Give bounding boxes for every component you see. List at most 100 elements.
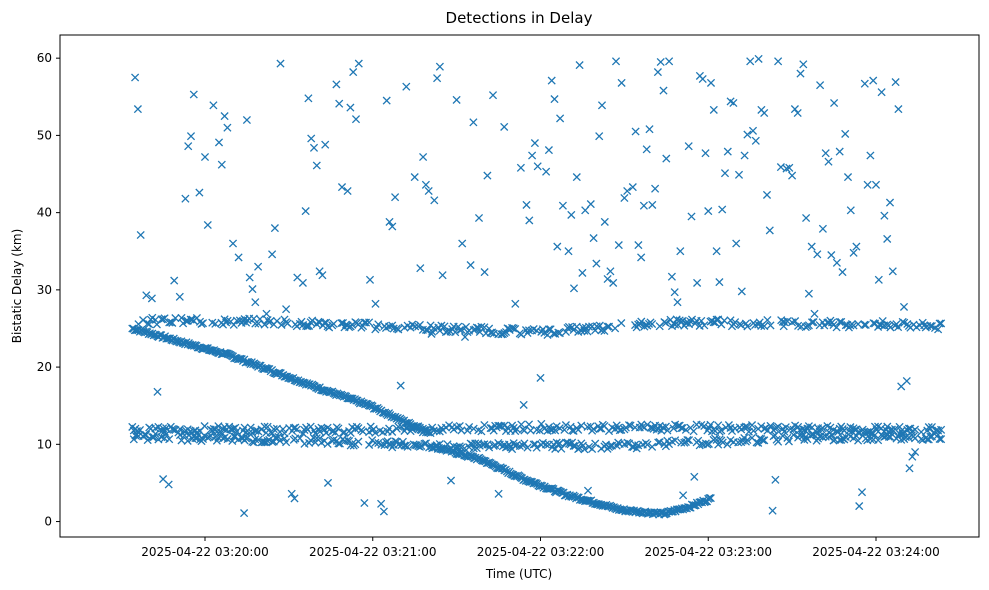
scatter-point [276,59,285,68]
track-point [807,318,817,327]
track-point [323,439,332,449]
track-point [604,322,614,331]
plot-area [59,34,980,538]
scatter-point [908,452,917,461]
scatter-point [480,268,489,277]
scatter-point [402,82,411,91]
scatter-point [371,299,380,308]
track-point [455,421,464,431]
track-point [577,421,586,430]
scatter-point [597,101,607,110]
scatter-point [175,292,184,301]
track-point [574,425,583,434]
x-tick-label: 2025-04-22 03:20:00 [141,545,268,559]
scatter-point [494,489,503,498]
x-tick-label: 2025-04-22 03:23:00 [645,545,772,559]
scatter-point [832,258,841,267]
data-marks [128,54,946,519]
track-point [211,319,220,328]
scatter-point [771,475,780,484]
track-point [162,430,171,439]
scatter-point [542,167,551,176]
scatter-point [782,164,791,173]
scatter-point [354,59,363,68]
track-point [723,440,732,449]
track-point [935,434,944,443]
scatter-point [614,241,623,250]
track-point [564,322,574,331]
scatter-point [522,200,531,209]
track-point [142,430,151,439]
scatter-point [228,239,238,248]
track-point [884,432,893,441]
scatter-point [301,207,310,216]
track-point [927,422,936,432]
scatter-point [460,332,470,342]
scatter-point [561,491,570,500]
scatter-point [852,242,861,251]
scatter-point [377,499,386,508]
track-point [465,422,474,432]
track-point [617,425,626,434]
scatter-point [665,57,674,66]
scatter-point [620,193,629,203]
scatter-point [902,376,911,386]
scatter-point [186,132,196,141]
scatter-point [488,91,498,100]
scatter-point [880,211,889,220]
scatter-point [748,126,758,135]
track-point [901,433,910,442]
scatter-point [396,381,405,390]
track-point [494,421,503,430]
scatter-point [835,147,844,156]
track-point [937,319,946,328]
track-point [477,322,486,331]
track-point [543,330,552,340]
track-point [130,326,139,335]
track-point [415,320,424,329]
track-point [523,443,532,452]
scatter-point [790,105,799,114]
track-point [520,426,529,435]
scatter-point [799,60,808,69]
scatter-point [282,305,291,314]
track-point [397,422,406,431]
y-tick-label: 20 [37,360,52,374]
scatter-point [860,79,869,88]
track-point [443,440,452,449]
scatter-point [516,163,525,172]
scatter-point [718,205,727,214]
track-point [818,424,827,433]
track-point [443,327,452,336]
scatter-point [911,447,920,457]
scatter-point [737,287,746,296]
scatter-point [662,154,671,163]
scatter-point [242,115,251,125]
scatter-point [164,480,173,489]
track-point [198,319,208,328]
scatter-point [251,298,260,307]
track-point [757,321,766,330]
track-point [365,318,374,327]
track-point [706,494,715,503]
track-point [168,318,177,327]
scatter-point [877,88,886,97]
track-point [714,315,723,324]
track-point [683,435,692,445]
track-point [624,421,634,430]
track-point [718,438,727,447]
track-point [421,439,431,448]
scatter-point [547,76,556,85]
scatter-point [869,76,878,85]
scatter-point [673,298,682,307]
track-point [251,435,260,444]
track-point [140,430,149,439]
scatter-point [589,234,598,243]
scatter-point [628,183,637,192]
track-point [737,321,746,330]
track-point [580,445,589,454]
track-point [784,437,793,446]
track-point [335,439,344,448]
scatter-point [841,129,850,138]
scatter-point [298,278,307,287]
